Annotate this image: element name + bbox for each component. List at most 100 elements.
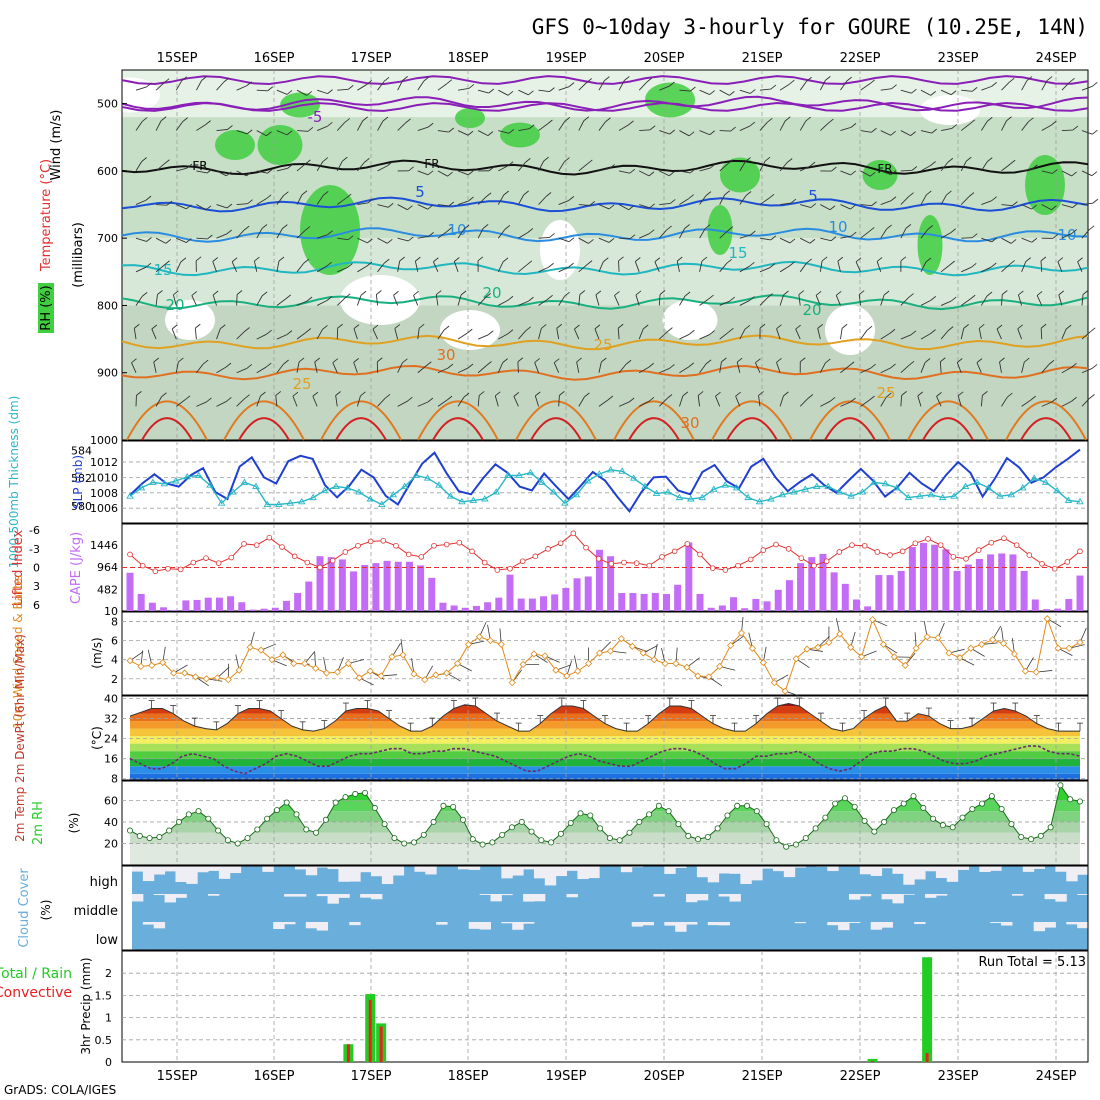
wind-barb	[518, 232, 529, 239]
wind-barb-flag	[384, 393, 391, 399]
wind-barb	[236, 331, 245, 340]
wind-barb-flag	[927, 225, 933, 230]
wind-barb-flag	[617, 323, 624, 329]
rh-marker	[469, 836, 476, 843]
wind-barb	[981, 200, 992, 205]
wind-barb	[961, 266, 972, 273]
wind-barb	[980, 161, 988, 172]
wind-barb-flag	[769, 263, 776, 268]
wind-barb	[820, 122, 829, 131]
cloud-clear-segment	[1055, 866, 1067, 872]
wind-barb-flag	[195, 323, 201, 329]
wind-barb	[578, 264, 588, 273]
wind-barb-flag	[1046, 76, 1053, 81]
wind-barb-flag	[883, 290, 890, 296]
wind-barb-flag	[528, 296, 534, 302]
wind-barb	[719, 230, 729, 239]
wind-barb	[457, 130, 469, 136]
rh-marker	[430, 818, 437, 825]
isotherm-loop	[628, 417, 680, 441]
thickness-marker	[229, 488, 237, 495]
cloud-clear-segment	[990, 866, 1002, 871]
wind-barb	[1040, 260, 1043, 272]
wind-barb-flag	[609, 164, 615, 169]
wind-barb	[256, 333, 267, 340]
thickness-marker	[812, 482, 821, 489]
wind10m-barb	[533, 653, 548, 663]
wind-barb	[578, 396, 585, 407]
wind-barb-flag	[807, 394, 814, 399]
thickness-marker	[286, 499, 295, 506]
cape-bar	[338, 559, 346, 611]
wind-barb	[638, 400, 650, 407]
precip-total-label: Total / Rain	[0, 966, 72, 982]
wind-barb	[1081, 368, 1093, 374]
cloud-clear-segment	[338, 894, 350, 898]
wind-barb-flag	[850, 204, 856, 210]
wind-barb-flag	[146, 237, 152, 242]
wind-barb-flag	[503, 190, 510, 196]
thickness-marker	[767, 495, 775, 502]
li-marker	[443, 541, 450, 548]
wind-barb	[980, 395, 983, 407]
top-date-label: 22SEP	[840, 51, 881, 66]
wind-barb-flag	[446, 227, 453, 232]
pressure-tick-label: 900	[97, 367, 118, 380]
li-tick-label: -3	[29, 543, 40, 556]
wind-barb	[578, 163, 588, 172]
wind-barb	[1081, 294, 1084, 306]
wind-barb	[659, 368, 670, 374]
wind-barb-flag	[930, 91, 936, 96]
wind-barb	[659, 170, 670, 177]
wind-barb-flag	[427, 204, 434, 210]
wind-barb	[175, 361, 179, 373]
cloud-clear-segment	[142, 866, 155, 882]
wind-barb	[558, 395, 560, 407]
wind-barb	[151, 328, 157, 340]
cloud-clear-segment	[360, 894, 372, 898]
wind-barb-flag	[1051, 205, 1057, 211]
cape-bar	[472, 605, 480, 611]
cloud-clear-segment	[349, 866, 361, 882]
slp-tick-label: 1010	[90, 471, 118, 484]
thickness-marker	[561, 499, 569, 506]
wind-barb	[799, 398, 809, 407]
wind-barb-flag	[667, 327, 673, 333]
wind-barb	[679, 198, 689, 205]
rh-marker	[675, 821, 682, 828]
wind-barb	[940, 330, 949, 340]
wind-barb	[256, 295, 263, 306]
wind-barb-flag	[305, 328, 312, 333]
cloud-clear-segment	[132, 894, 144, 902]
wind10m-barb	[424, 665, 434, 680]
wind-barb-flag	[559, 391, 565, 396]
rh-marker	[812, 825, 819, 832]
li-marker	[456, 539, 463, 546]
wind-barb	[1041, 170, 1053, 174]
wind-barb-flag	[220, 324, 226, 330]
wind-barb-flag	[690, 86, 696, 92]
cloud-clear-segment	[675, 866, 687, 868]
wind-barb-flag	[447, 363, 454, 369]
wind-barb	[1021, 204, 1032, 210]
isotherm-line	[121, 294, 1089, 311]
thickness-marker	[492, 488, 501, 495]
wind-barb-flag	[376, 290, 382, 295]
wind-barb	[497, 362, 504, 373]
rh-marker	[988, 793, 995, 800]
temp-tick-label: 40	[104, 693, 118, 706]
li-marker	[811, 562, 817, 569]
wind-barb	[900, 364, 910, 374]
wind-barb-flag	[160, 116, 167, 122]
wind-barb	[594, 328, 600, 340]
wind-barb	[840, 204, 851, 210]
wind-barb-flag	[466, 328, 473, 334]
wind-barb	[357, 84, 368, 91]
li-marker	[1077, 548, 1083, 555]
cape-bar	[640, 593, 648, 611]
wind-barb	[1081, 202, 1093, 205]
wind-barb	[394, 328, 399, 340]
wind-barb-flag	[202, 359, 209, 365]
wind-barb	[1001, 82, 1010, 91]
li-marker	[127, 551, 133, 558]
